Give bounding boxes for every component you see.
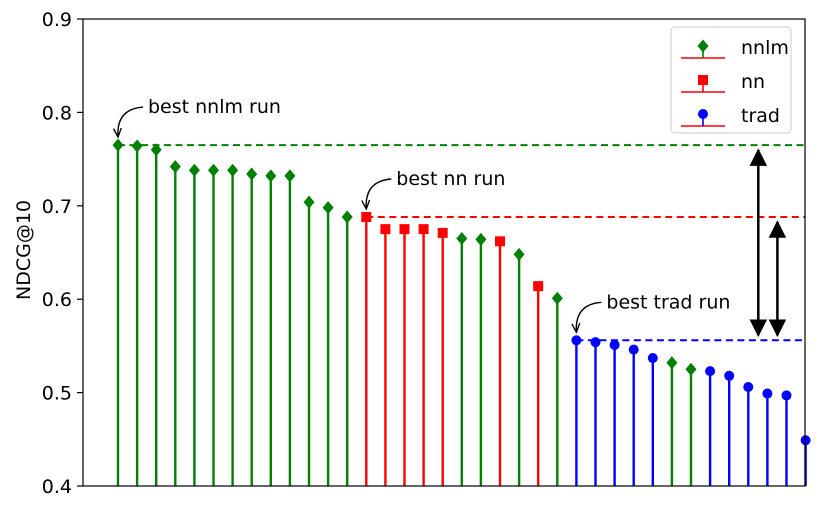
annotation-label: best nn run: [396, 168, 505, 190]
y-tick-label: 0.8: [42, 102, 72, 124]
annotation-arrow: [366, 178, 392, 209]
annotation-label: best trad run: [606, 291, 730, 313]
annotation-label: best nnlm run: [148, 96, 281, 118]
marker-nnlm: [208, 163, 219, 177]
marker-nnlm: [456, 231, 468, 245]
marker-nn: [361, 212, 372, 223]
legend-label-nn: nn: [741, 71, 765, 93]
marker-nnlm: [551, 291, 563, 305]
axes: 0.4 0.5 0.6 0.7 0.8 0.9: [42, 9, 806, 498]
annotation-arrow: [576, 301, 602, 332]
legend-label-nnlm: nnlm: [741, 37, 789, 59]
marker-nnlm: [227, 163, 239, 177]
marker-nnlm: [666, 356, 678, 370]
marker-nn: [437, 227, 448, 238]
marker-nnlm: [246, 167, 258, 181]
marker-nnlm: [131, 139, 143, 153]
legend-marker-trad: [698, 109, 708, 119]
y-axis-label: NDCG@10: [13, 200, 35, 300]
y-tick-label: 0.6: [42, 289, 72, 311]
y-tick-label: 0.4: [42, 476, 72, 498]
legend-marker-nnlm: [697, 39, 709, 53]
y-tick-label: 0.5: [42, 383, 72, 405]
marker-nnlm: [188, 163, 200, 177]
plot-area: best nnlm run best nn run best trad run: [112, 96, 811, 486]
marker-trad: [628, 344, 639, 355]
marker-trad: [705, 366, 716, 377]
marker-nnlm: [475, 232, 487, 246]
marker-nn: [418, 224, 429, 235]
legend-label-trad: trad: [741, 105, 780, 127]
marker-trad: [781, 390, 792, 401]
legend-box: [670, 26, 792, 134]
legend-marker-nn: [698, 75, 708, 85]
marker-trad: [647, 353, 658, 364]
marker-nnlm: [112, 138, 124, 152]
y-tick-label: 0.9: [42, 9, 72, 31]
marker-trad: [590, 337, 601, 348]
annotation-arrow: [118, 106, 144, 137]
marker-nnlm: [150, 143, 162, 157]
marker-trad: [609, 339, 620, 350]
marker-trad: [743, 381, 754, 392]
marker-nn: [533, 281, 544, 292]
marker-nnlm: [341, 210, 353, 224]
axes-frame: [82, 18, 806, 487]
marker-nn: [380, 224, 391, 235]
marker-nnlm: [284, 169, 296, 183]
marker-nnlm: [303, 195, 315, 209]
marker-nnlm: [322, 201, 334, 215]
marker-nnlm: [169, 160, 181, 174]
marker-trad: [571, 335, 582, 346]
marker-trad: [762, 388, 773, 399]
marker-nnlm: [265, 169, 277, 183]
marker-nn: [495, 236, 505, 247]
marker-trad: [724, 370, 735, 381]
marker-nnlm: [513, 247, 525, 261]
marker-nn: [399, 224, 410, 235]
marker-nnlm: [685, 362, 697, 376]
legend: nnlm nn trad: [670, 26, 792, 134]
y-tick-label: 0.7: [42, 196, 72, 218]
